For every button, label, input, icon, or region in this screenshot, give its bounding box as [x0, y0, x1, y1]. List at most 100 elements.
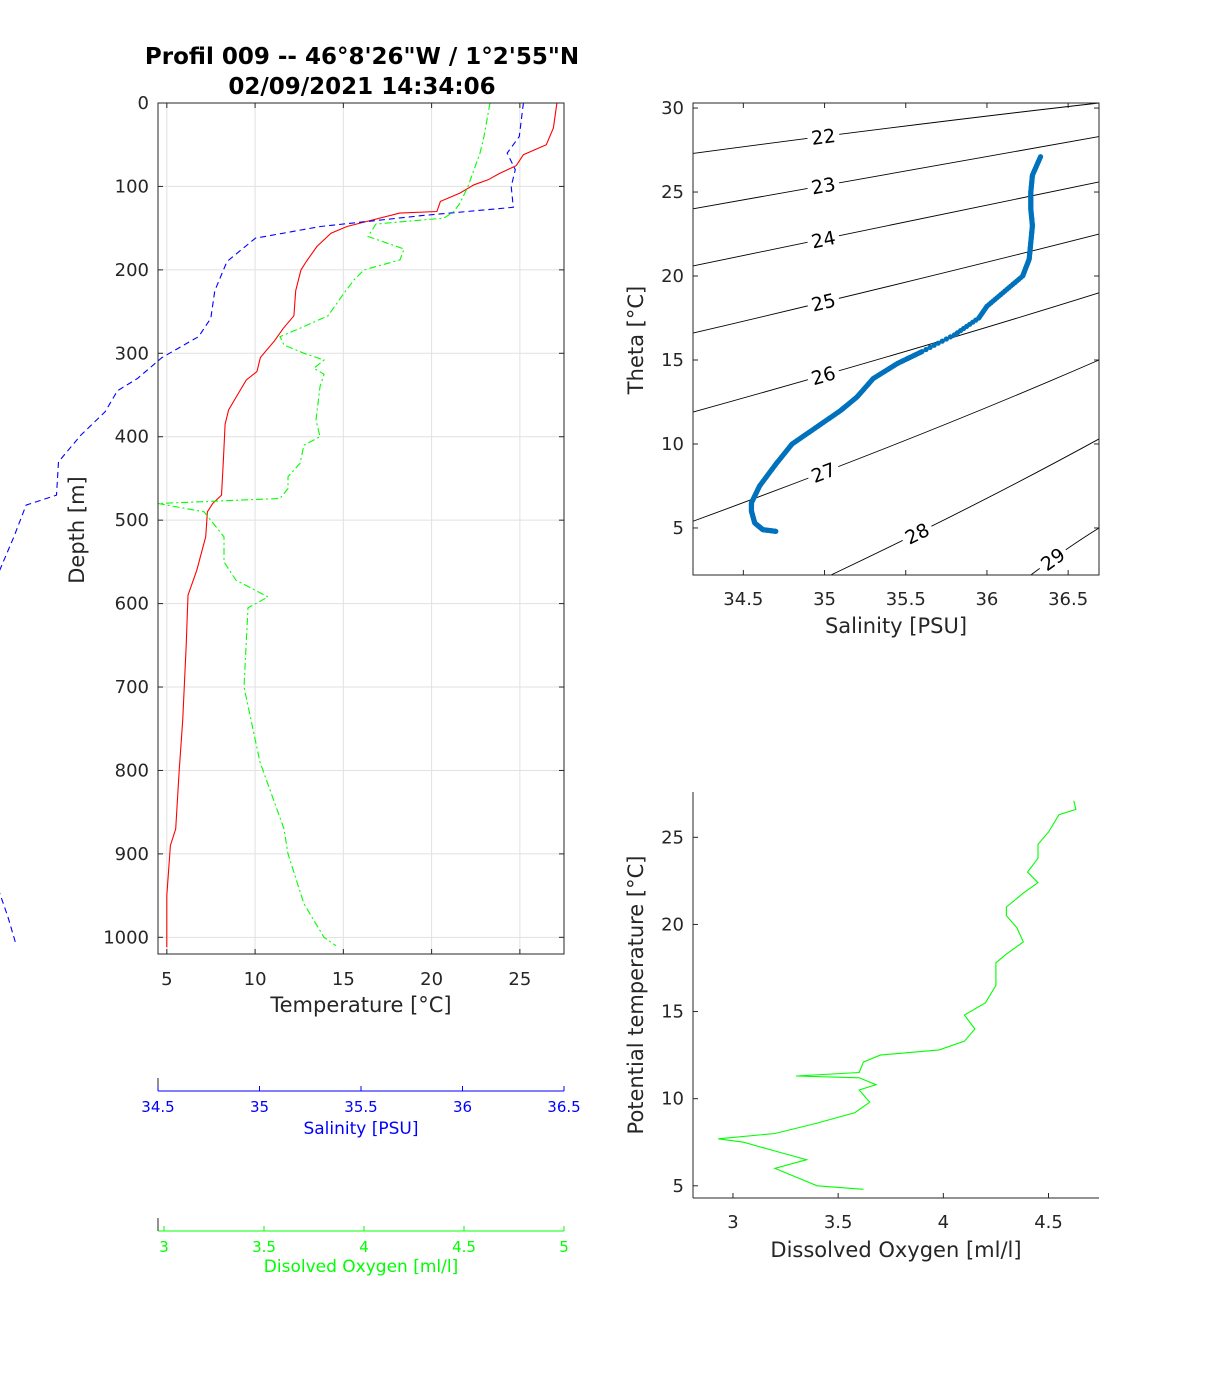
ts-density-contour: [1030, 527, 1100, 576]
profile-ytick-label: 300: [115, 343, 149, 364]
profile-ylabel: Depth [m]: [65, 476, 89, 583]
ot-xlabel: Dissolved Oxygen [ml/l]: [770, 1238, 1021, 1262]
ts-contour-label-bg: [805, 225, 842, 254]
profile-plot-area: [158, 103, 564, 954]
salinity-axis-tick-label: 34.5: [141, 1098, 174, 1116]
profile-series-group: [0, 102, 558, 948]
ts-contour-label-bg: [1033, 540, 1073, 578]
salinity-axis-ticks: 34.5 35 35.5 36 36.5: [141, 1086, 581, 1116]
ot-xtick-label: 4.5: [1034, 1212, 1063, 1233]
profile-panel: Profil 009 -- 46°8'26"W / 1°2'55"N 02/09…: [0, 44, 581, 1277]
ts-data-point: [931, 342, 937, 348]
salinity-axis-tick-label: 36: [453, 1098, 472, 1116]
profile-title-line1: Profil 009 -- 46°8'26"W / 1°2'55"N: [145, 44, 579, 70]
ts-contour-label: 24: [809, 227, 837, 253]
profile-series-temperature: [166, 102, 558, 948]
ts-contour-label: 25: [809, 290, 838, 317]
ts-xtick-label: 35: [813, 589, 836, 610]
profile-ytick-label: 100: [115, 176, 149, 197]
ot-ytick-label: 10: [661, 1089, 684, 1110]
ts-density-contour: [692, 292, 1100, 413]
profile-xtick-label: 5: [161, 969, 172, 990]
ot-xticks: 3 3.5 4 4.5: [727, 1193, 1063, 1233]
salinity-axis-tick-label: 35: [250, 1098, 269, 1116]
ts-ytick-label: 25: [661, 182, 684, 203]
oxygen-axis-ticks: 3 3.5 4 4.5 5: [159, 1226, 569, 1256]
salinity-axis-tick-label: 35.5: [344, 1098, 377, 1116]
salinity-axis: 34.5 35 35.5 36 36.5 Salinity [PSU]: [141, 1078, 581, 1139]
ts-data-point: [927, 344, 933, 350]
oxygen-axis: 3 3.5 4 4.5 5 Disolved Oxygen [ml/l]: [157, 1218, 569, 1277]
ot-ytick-label: 15: [661, 1002, 684, 1023]
oxygen-axis-tick-label: 4.5: [452, 1238, 476, 1256]
ts-density-contour: [692, 181, 1100, 267]
ts-data-point: [939, 338, 945, 344]
ts-ytick-label: 30: [661, 98, 684, 119]
profile-ytick-label: 500: [115, 510, 149, 531]
ot-ytick-label: 5: [673, 1176, 684, 1197]
ts-contour-label-bg: [805, 287, 842, 317]
oxygen-axis-label: Disolved Oxygen [ml/l]: [264, 1257, 458, 1277]
profile-xticks: 5 10 15 20 25: [161, 103, 531, 990]
ts-density-contour: [830, 438, 1100, 576]
ts-ytick-label: 5: [673, 518, 684, 539]
ts-data-point: [943, 336, 949, 342]
ts-contour-label: 23: [810, 174, 838, 200]
profile-xlabel: Temperature [°C]: [269, 993, 451, 1017]
ts-ytick-label: 20: [661, 266, 684, 287]
ts-density-contour: [692, 233, 1100, 334]
ts-xtick-label: 34.5: [723, 589, 763, 610]
ts-contour-label-bg: [804, 360, 842, 391]
oxygen-axis-tick-label: 3.5: [252, 1238, 276, 1256]
oxygen-axis-tick-label: 5: [559, 1238, 569, 1256]
oxygen-axis-tick-label: 4: [359, 1238, 369, 1256]
ts-xticks: 34.5 35 35.5 36 36.5: [723, 103, 1088, 610]
profile-xtick-label: 25: [508, 969, 531, 990]
ot-ytick-label: 25: [661, 827, 684, 848]
profile-series-salinity: [0, 102, 524, 945]
oxygen-theta-line: [718, 800, 1077, 1190]
ts-xtick-label: 36.5: [1048, 589, 1088, 610]
ts-data-point: [923, 346, 929, 353]
oxygen-theta-panel: 3 3.5 4 4.5 5 10 15 20 25 Dissolved Oxygen [ml/…: [624, 792, 1099, 1262]
ot-xtick-label: 3: [727, 1212, 738, 1233]
ts-ytick-label: 15: [661, 350, 684, 371]
profile-ytick-label: 400: [115, 427, 149, 448]
ts-contour-label: 22: [810, 125, 837, 150]
ts-contour-label-bg: [804, 456, 843, 489]
ts-yticks: 5 10 15 20 25 30: [661, 98, 1099, 539]
ts-density-contour: [692, 136, 1100, 210]
ts-ylabel: Theta [°C]: [624, 286, 648, 395]
profile-xtick-label: 15: [332, 969, 355, 990]
oxygen-theta-line-group: [718, 800, 1077, 1190]
salinity-axis-tick-label: 36.5: [547, 1098, 580, 1116]
profile-ytick-label: 700: [115, 677, 149, 698]
oxygen-axis-tick-label: 3: [159, 1238, 169, 1256]
profile-yticks: 0 100 200 300 400 500 600 700 800 900 1000: [103, 93, 564, 948]
ts-data-point: [773, 528, 779, 534]
profile-xtick-label: 20: [420, 969, 443, 990]
profile-xtick-label: 10: [244, 969, 267, 990]
ts-data-point: [951, 332, 958, 338]
ts-ytick-label: 10: [661, 434, 684, 455]
ts-data-point: [935, 340, 941, 346]
ts-contour-label-bg: [805, 171, 842, 200]
ts-density-contour: [692, 102, 1100, 154]
profile-ytick-label: 900: [115, 844, 149, 865]
ts-xtick-label: 35.5: [886, 589, 926, 610]
profile-series-oxygen: [157, 102, 491, 947]
ts-xlabel: Salinity [PSU]: [825, 614, 967, 638]
ot-yticks: 5 10 15 20 25: [661, 827, 698, 1197]
ts-contour-label-bg: [806, 123, 841, 150]
profile-ytick-label: 600: [115, 594, 149, 615]
ts-xtick-label: 36: [975, 589, 998, 610]
profile-ytick-label: 1000: [103, 927, 149, 948]
ot-xtick-label: 3.5: [824, 1212, 853, 1233]
profile-axes-box: [157, 102, 565, 955]
ts-axes-box: [692, 102, 1100, 576]
ot-ytick-label: 20: [661, 914, 684, 935]
ot-xtick-label: 4: [938, 1212, 949, 1233]
